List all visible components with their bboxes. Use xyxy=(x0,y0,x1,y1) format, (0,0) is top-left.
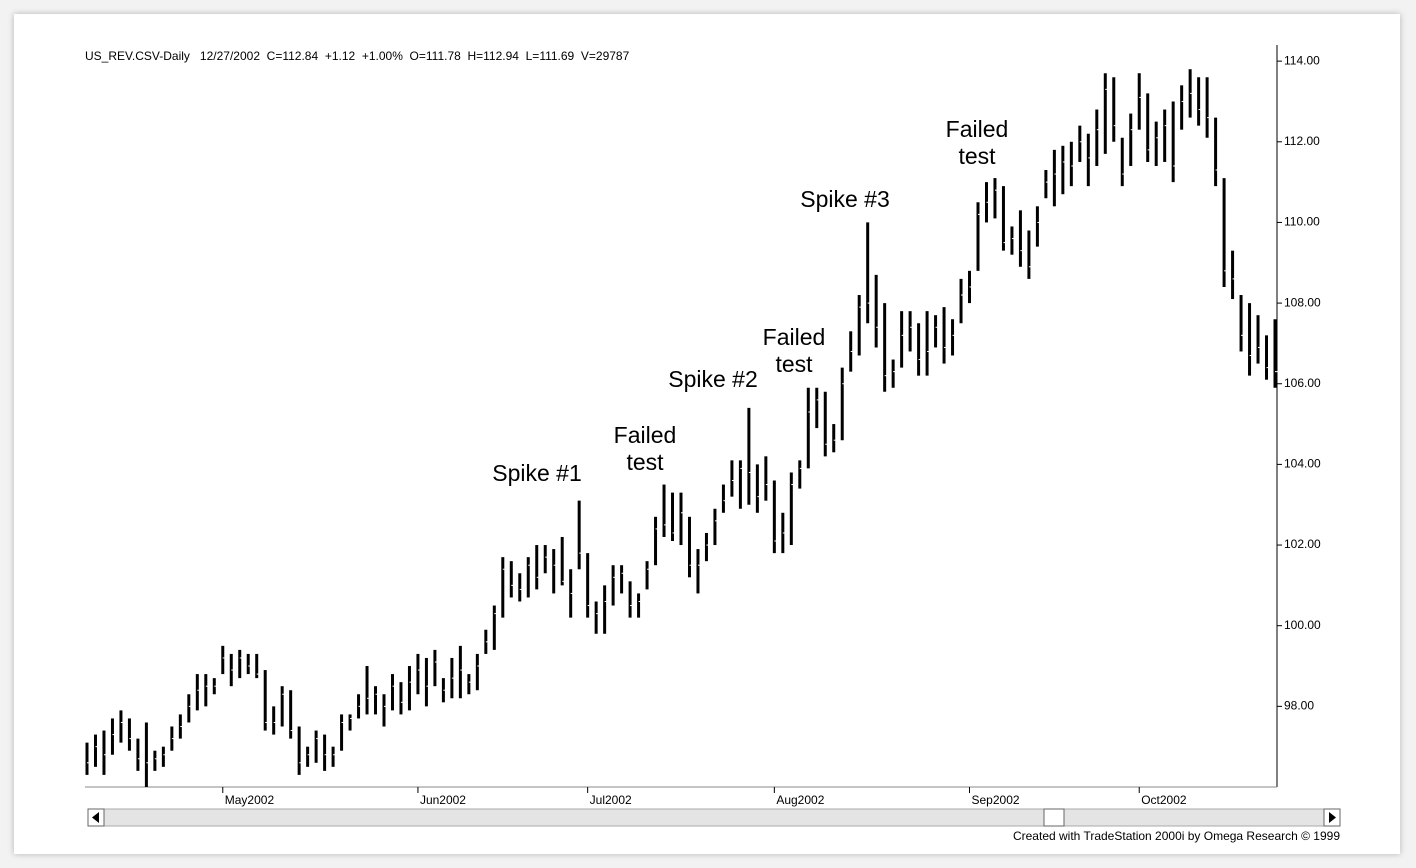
footer: Created with TradeStation 2000i by Omega… xyxy=(1013,829,1340,843)
y-tick-label: 102.00 xyxy=(1284,537,1321,551)
y-tick-label: 108.00 xyxy=(1284,295,1321,309)
scroll-thumb[interactable] xyxy=(1043,808,1065,827)
x-tick-label: Sep2002 xyxy=(972,793,1020,807)
y-tick-label: 112.00 xyxy=(1284,134,1320,148)
x-tick-label: Oct2002 xyxy=(1141,793,1187,807)
arrow-right xyxy=(1329,812,1336,823)
annotation: Failed xyxy=(946,116,1009,142)
y-tick-label: 114.00 xyxy=(1284,53,1320,67)
annotation: Spike #3 xyxy=(800,186,890,212)
annotation: Failed xyxy=(763,324,826,350)
x-tick-label: May2002 xyxy=(225,793,275,807)
annotation: Spike #2 xyxy=(668,366,758,392)
annotation: test xyxy=(626,449,664,475)
x-tick-label: Jul2002 xyxy=(590,793,632,807)
scrollbar[interactable] xyxy=(87,808,1341,827)
annotation: test xyxy=(775,351,813,377)
card xyxy=(14,14,1400,854)
x-tick-label: Jun2002 xyxy=(420,793,466,807)
annotation: test xyxy=(958,143,996,169)
x-tick-label: Aug2002 xyxy=(776,793,824,807)
y-tick-label: 110.00 xyxy=(1284,215,1320,229)
annotation: Spike #1 xyxy=(492,460,582,486)
y-tick-label: 104.00 xyxy=(1284,457,1321,471)
y-tick-label: 106.00 xyxy=(1284,376,1321,390)
header: US_REV.CSV-Daily 12/27/2002 C=112.84 +1.… xyxy=(85,49,630,63)
annotation: Failed xyxy=(614,422,677,448)
y-tick-label: 100.00 xyxy=(1284,618,1321,632)
y-tick-label: 98.00 xyxy=(1284,699,1314,713)
arrow-left xyxy=(92,812,99,823)
